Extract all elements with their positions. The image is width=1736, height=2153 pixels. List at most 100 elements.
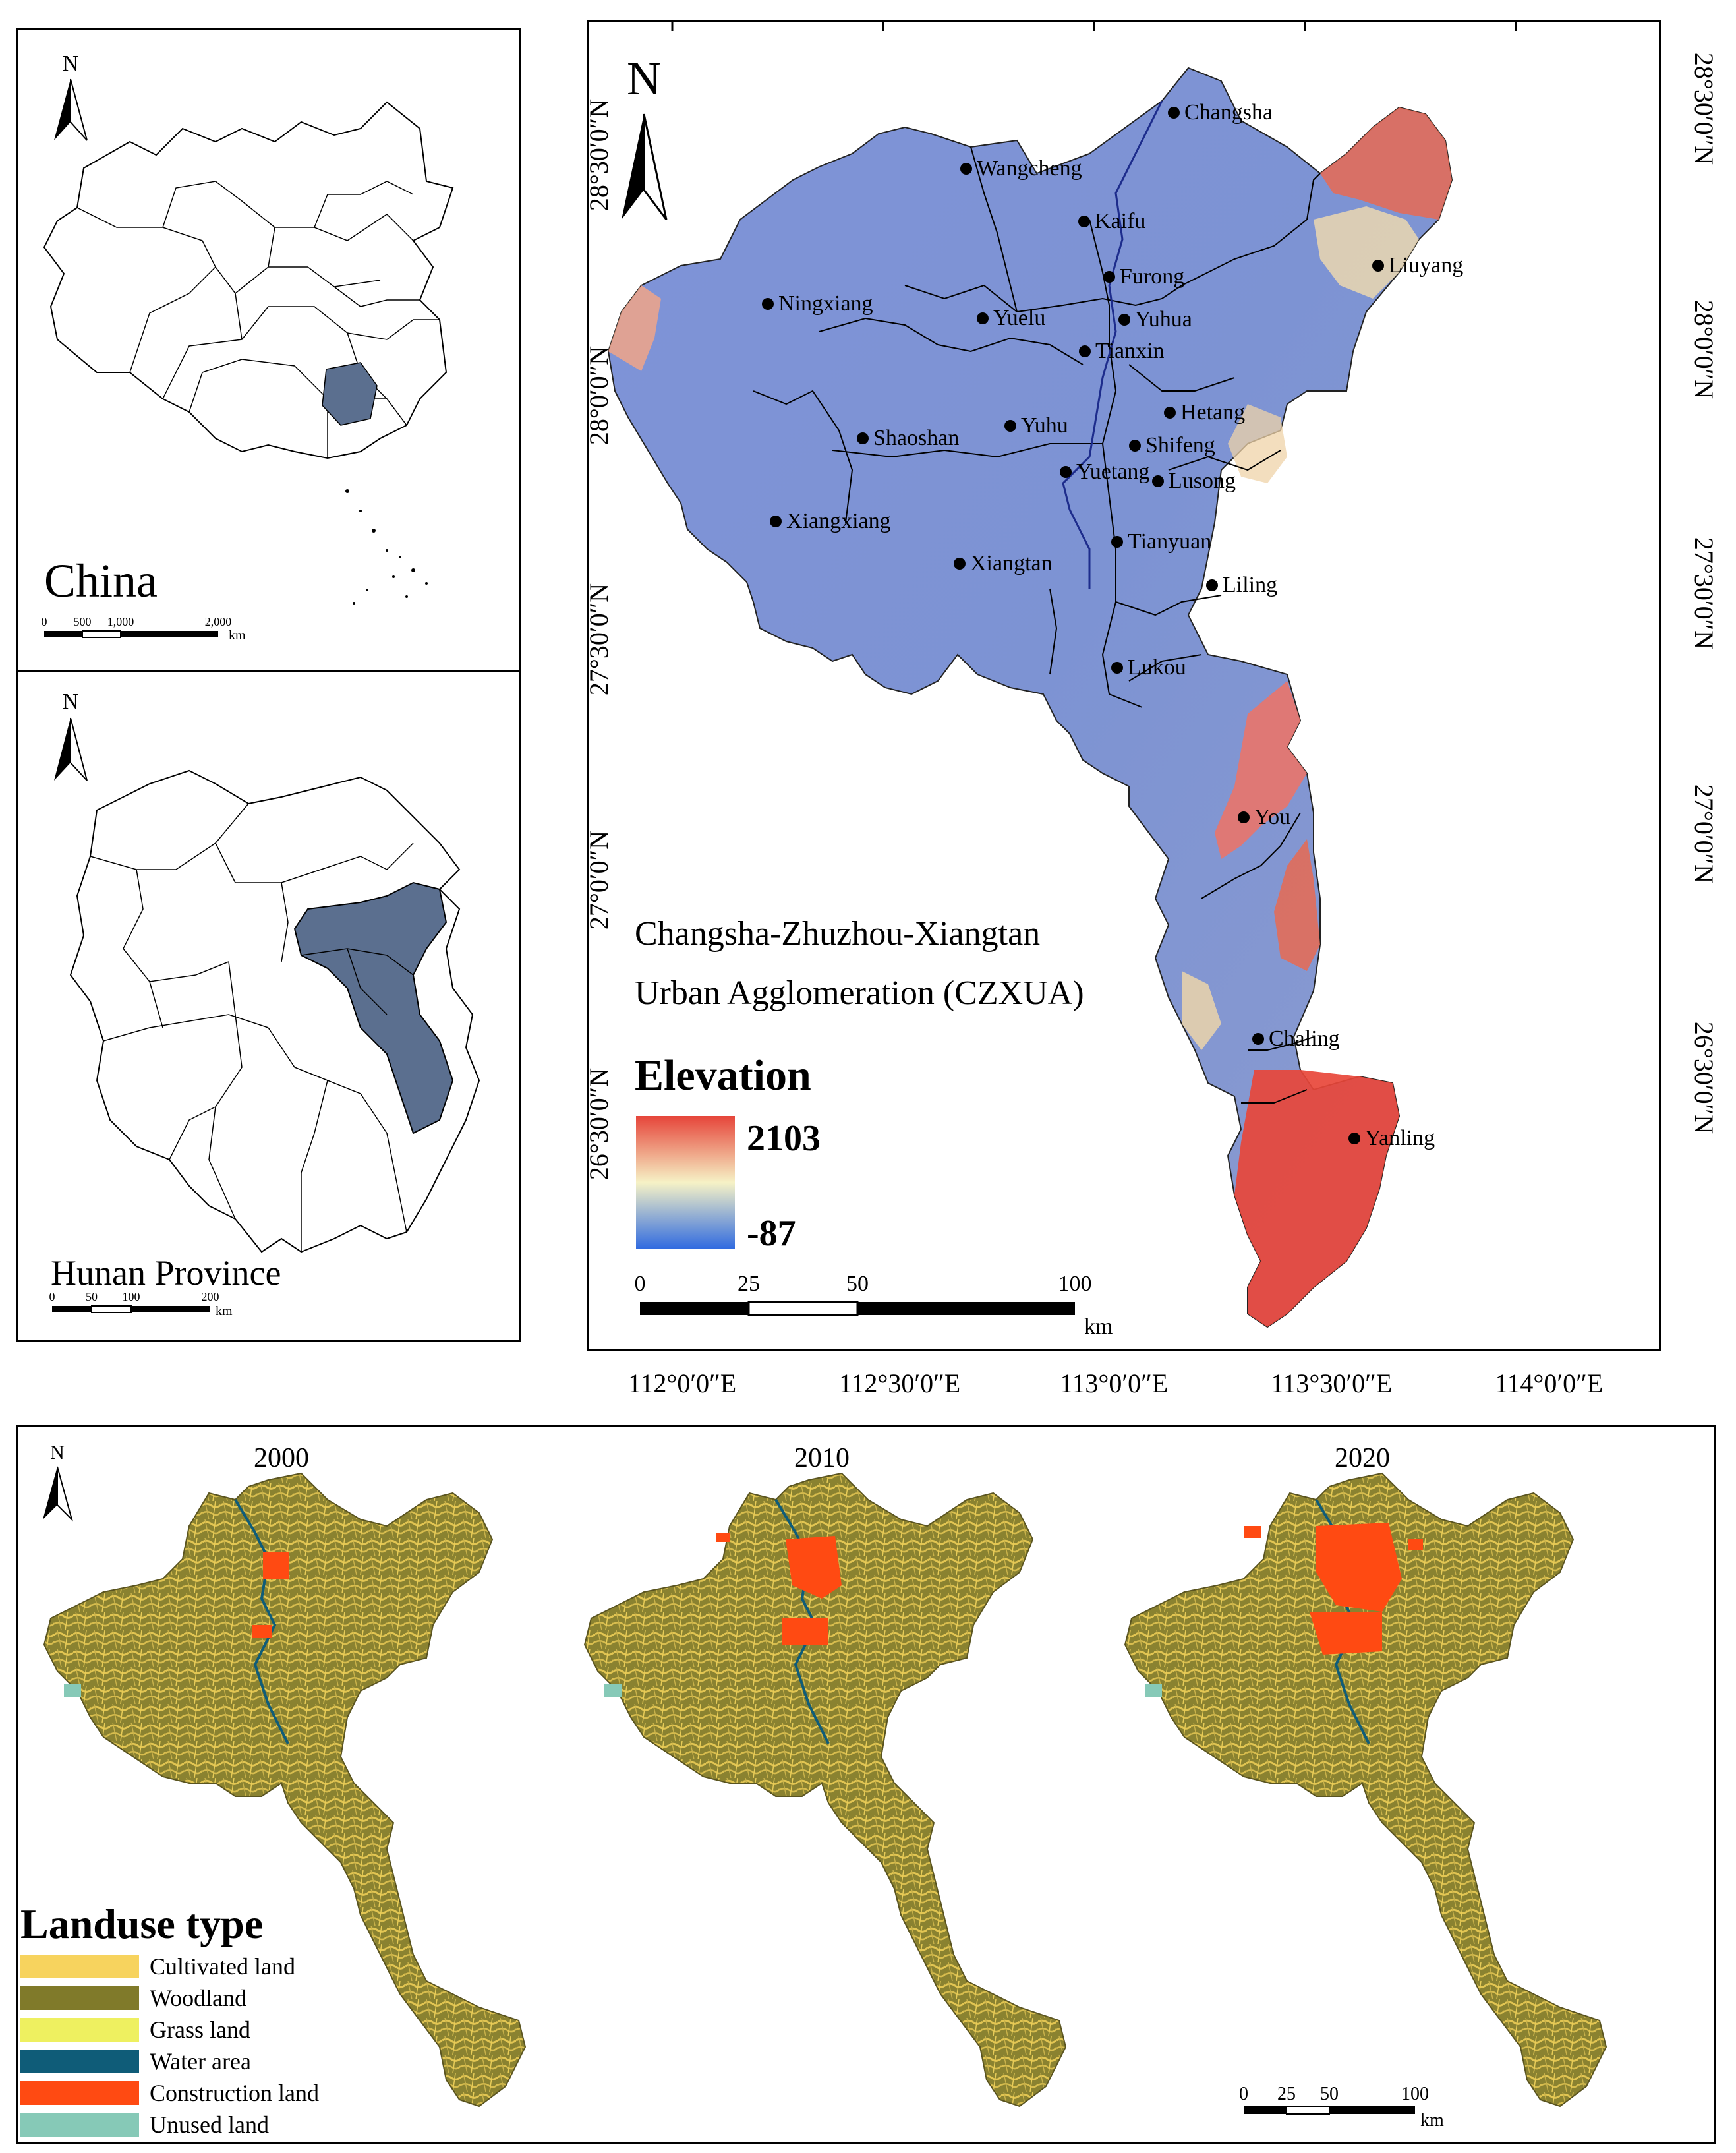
svg-text:Shaoshan: Shaoshan [873,426,959,450]
year-2020: 2020 [1335,1443,1390,1473]
svg-text:km: km [229,628,246,643]
place-tianyuan: Tianyuan [1111,529,1211,554]
hunan-city-lines [90,803,414,1252]
svg-text:Liling: Liling [1223,573,1277,597]
svg-text:You: You [1254,805,1290,829]
svg-text:km: km [216,1304,233,1318]
svg-text:1,000: 1,000 [107,615,134,628]
legend-swatch-construction [20,2081,139,2105]
svg-text:N: N [50,1442,65,1463]
place-shaoshan: Shaoshan [857,426,959,450]
svg-text:2,000: 2,000 [205,615,232,628]
svg-text:Liuyang: Liuyang [1389,253,1463,278]
place-yuetang: Yuetang [1060,459,1149,484]
year-2010: 2010 [794,1443,850,1473]
place-lusong: Lusong [1152,469,1236,493]
svg-text:Yuetang: Yuetang [1076,459,1149,484]
place-kaifu: Kaifu [1078,209,1145,233]
china-inset-map: N China 0 [42,51,454,643]
landuse-maps: N 2000 2010 2020 [20,1442,1607,2138]
xiang-river [1062,100,1163,589]
elevation-max: 2103 [747,1118,821,1159]
place-yuelu: Yuelu [977,306,1045,330]
landuse-map-2020 [1124,1472,1607,2108]
top-ticks [671,22,1517,31]
svg-text:100: 100 [1058,1272,1092,1296]
svg-text:Xiangtan: Xiangtan [970,551,1053,575]
elevation-min: -87 [747,1213,796,1254]
north-arrow-icon: N [622,52,668,220]
map-title-line1: Changsha-Zhuzhou-Xiangtan [635,915,1040,953]
main-scalebar: 0 25 50 100 km [635,1272,1113,1339]
svg-text:500: 500 [74,615,92,628]
legend-label-construction: Construction land [150,2080,319,2106]
svg-text:N: N [63,690,79,714]
svg-text:Yuhu: Yuhu [1021,413,1068,438]
svg-text:200: 200 [202,1290,219,1303]
place-ningxiang: Ningxiang [762,291,873,316]
south-china-sea-islands [345,489,428,605]
place-hetang: Hetang [1164,400,1245,425]
legend-label-cultivated: Cultivated land [150,1953,295,1980]
svg-text:N: N [627,52,661,105]
svg-text:0: 0 [1239,2084,1248,2104]
svg-text:Lusong: Lusong [1169,469,1236,493]
svg-text:25: 25 [738,1272,760,1296]
year-2000: 2000 [254,1443,309,1473]
svg-text:km: km [1420,2110,1444,2131]
svg-text:Xiangxiang: Xiangxiang [786,509,891,533]
legend-swatch-water [20,2050,139,2073]
place-tianxin: Tianxin [1079,339,1165,363]
place-liuyang: Liuyang [1372,253,1463,278]
place-lukou: Lukou [1111,655,1186,680]
svg-text:Kaifu: Kaifu [1095,209,1145,233]
place-yanling: Yanling [1348,1126,1435,1150]
place-yuhua: Yuhua [1118,307,1192,332]
place-furong: Furong [1103,264,1184,289]
elevation-colorbar [636,1116,735,1249]
svg-text:Wangcheng: Wangcheng [977,156,1082,181]
north-arrow-icon: N [54,51,88,141]
place-you: You [1238,805,1290,829]
hunan-scalebar: 0 50 100 200 km [49,1290,233,1318]
svg-text:Tianyuan: Tianyuan [1128,529,1211,554]
svg-text:km: km [1084,1314,1113,1339]
svg-text:100: 100 [123,1290,140,1303]
legend-label-water: Water area [150,2048,251,2075]
place-markers: Changsha Wangcheng Kaifu Furong Liuyang … [762,100,1463,1150]
elevation-legend-title: Elevation [635,1051,811,1100]
place-xiangtan: Xiangtan [954,551,1053,575]
elevation-map: Changsha Wangcheng Kaifu Furong Liuyang … [607,22,1517,1339]
landuse-scalebar: 0 25 50 100 km [1239,2084,1444,2131]
svg-text:50: 50 [1320,2084,1339,2104]
landuse-legend-title: Landuse type [20,1901,263,1947]
svg-text:25: 25 [1277,2084,1296,2104]
high-elevation-zones [608,107,1452,1327]
svg-text:Lukou: Lukou [1128,655,1186,680]
district-boundaries [753,146,1321,1104]
svg-text:Yuelu: Yuelu [993,306,1045,330]
svg-text:0: 0 [42,615,47,628]
china-title: China [44,554,158,607]
hunan-title: Hunan Province [51,1253,281,1293]
legend-label-woodland: Woodland [150,1985,246,2011]
landuse-panel: N 2000 2010 2020 [16,1425,1716,2144]
svg-text:Changsha: Changsha [1184,100,1273,125]
svg-text:Hetang: Hetang [1180,400,1245,425]
svg-text:50: 50 [846,1272,869,1296]
place-chaling: Chaling [1252,1026,1340,1051]
place-liling: Liling [1206,573,1277,597]
place-shifeng: Shifeng [1129,433,1215,457]
legend-swatch-unused [20,2113,139,2137]
hunan-inset-map: N Hunan Province 0 50 100 2 [49,690,480,1318]
north-arrow-icon: N [43,1442,73,1522]
legend-swatch-woodland [20,1986,139,2010]
place-yuhu: Yuhu [1004,413,1068,438]
map-title-line2: Urban Agglomeration (CZXUA) [635,974,1084,1012]
svg-text:50: 50 [86,1290,98,1303]
svg-text:Chaling: Chaling [1269,1026,1340,1051]
svg-text:Tianxin: Tianxin [1095,339,1165,363]
svg-text:Ningxiang: Ningxiang [778,291,873,316]
hunan-outline [69,769,480,1253]
hunan-highlight-china [322,362,378,426]
